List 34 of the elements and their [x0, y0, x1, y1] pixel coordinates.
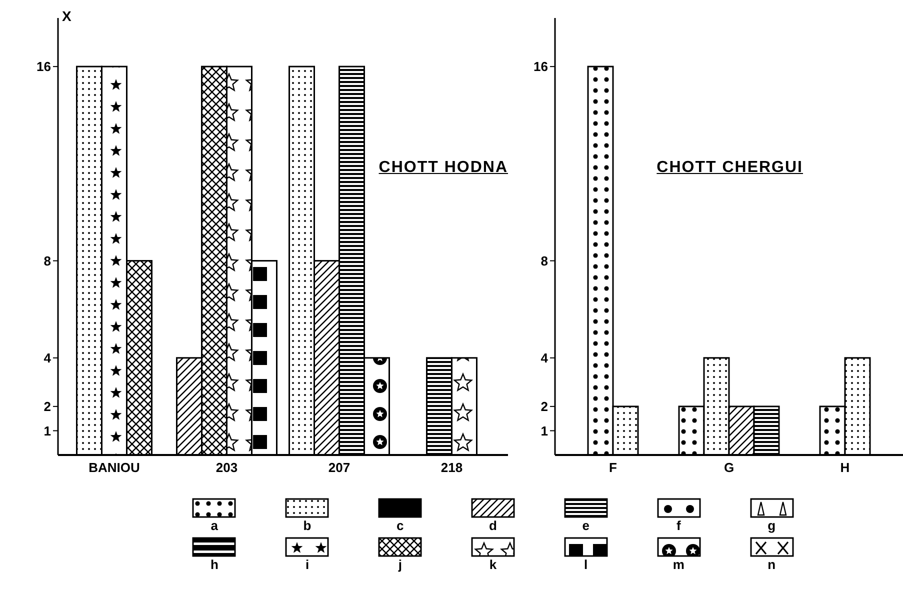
x-tick-label: 207 — [328, 460, 350, 476]
text: CHOTT HODNA — [378, 158, 508, 177]
legend-label: n — [768, 557, 776, 572]
text: CHOTT CHERGUI — [656, 158, 803, 177]
legend-label: g — [768, 518, 776, 533]
y-tick-label: 1 — [44, 423, 51, 438]
y-tick-label: 4 — [540, 350, 549, 366]
legend-label: h — [210, 557, 218, 572]
legend-label: l — [584, 557, 588, 572]
legend-label: d — [489, 518, 497, 533]
x-tick-label: H — [840, 460, 850, 476]
y-tick-label: 2 — [44, 399, 51, 414]
y-axis-title: X — [62, 8, 72, 24]
y-tick-label: 4 — [44, 350, 52, 366]
legend-label: c — [396, 518, 404, 533]
legend-label: a — [210, 518, 218, 533]
legend-label: k — [489, 557, 497, 572]
x-tick-label: F — [609, 460, 618, 476]
y-tick-label: 16 — [534, 59, 548, 74]
legend-label: m — [672, 557, 684, 572]
x-tick-label: 218 — [440, 460, 463, 476]
legend-label: f — [676, 518, 681, 533]
legend-label: e — [582, 518, 590, 533]
y-tick-label: 8 — [44, 253, 51, 268]
y-tick-label: 2 — [540, 399, 548, 414]
x-tick-label: BANIOU — [88, 460, 140, 476]
legend-label: b — [303, 518, 312, 533]
y-tick-label: 8 — [540, 253, 548, 268]
x-tick-label: G — [724, 460, 734, 476]
x-tick-label: 203 — [216, 460, 238, 476]
y-tick-label: 16 — [36, 59, 51, 74]
legend-label: i — [305, 557, 310, 572]
legend-label: j — [398, 557, 402, 572]
y-tick-label: 1 — [540, 423, 548, 438]
